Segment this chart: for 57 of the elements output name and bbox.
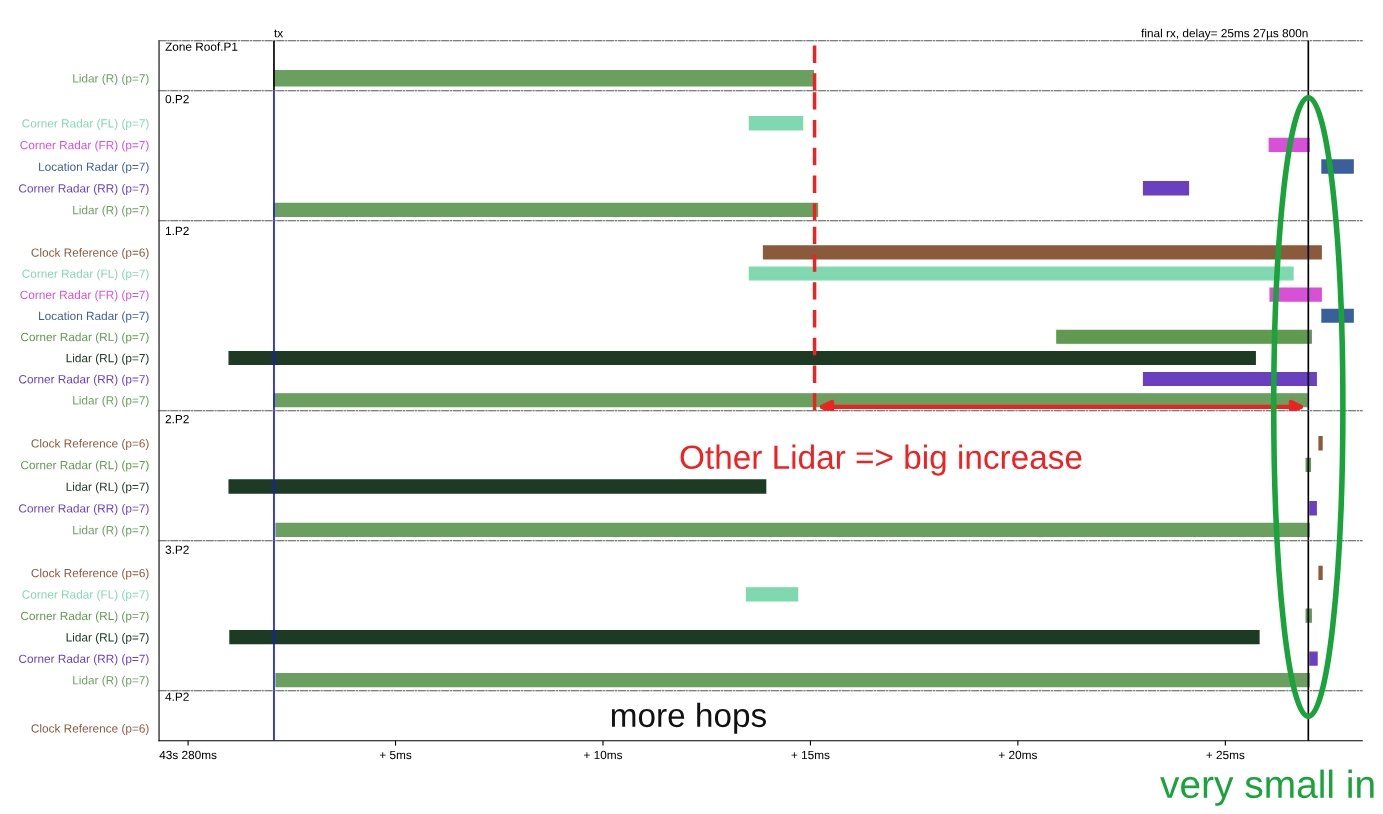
- y-tick-label: Lidar (R) (p=7): [73, 205, 149, 217]
- x-tick-label: + 20ms: [998, 750, 1037, 760]
- annotation: Other Lidar => big increase: [680, 444, 1082, 476]
- y-tick-label: Corner Radar (FR) (p=7): [20, 290, 149, 302]
- x-tick-label: + 25ms: [1206, 750, 1245, 760]
- y-tick-label: Lidar (RL) (p=7): [66, 353, 149, 365]
- y-tick-label: Location Radar (p=7): [39, 311, 149, 323]
- y-tick-label: Corner Radar (RL) (p=7): [21, 611, 149, 623]
- bar: [762, 245, 1322, 260]
- bar: [1318, 436, 1323, 451]
- bar: [748, 266, 1294, 281]
- bar: [1318, 565, 1323, 580]
- bar: [1142, 372, 1317, 387]
- bar: [1142, 181, 1190, 196]
- y-tick-label: Corner Radar (RR) (p=7): [19, 654, 149, 666]
- x-tick-label: + 10ms: [584, 750, 623, 760]
- bar: [745, 587, 799, 602]
- y-tick-label: Clock Reference (p=6): [31, 438, 149, 450]
- bar: [1309, 501, 1317, 516]
- ref-line-label: final rx, delay= 25ms 27µs 800n: [1141, 28, 1308, 40]
- chart-title: 4.P2: [165, 692, 189, 701]
- y-tick-label: Lidar (RL) (p=7): [66, 482, 149, 494]
- y-tick-label: Corner Radar (RR) (p=7): [19, 374, 149, 386]
- y-tick-label: Lidar (RL) (p=7): [66, 632, 149, 644]
- y-tick-label: Clock Reference (p=6): [31, 723, 149, 735]
- annotation: more hops: [611, 702, 766, 734]
- bar: [229, 630, 1260, 645]
- y-tick-label: Corner Radar (RR) (p=7): [19, 503, 149, 515]
- y-tick-label: Corner Radar (FR) (p=7): [20, 140, 149, 152]
- chart-title: 2.P2: [165, 414, 189, 424]
- y-tick-label: Lidar (R) (p=7): [73, 395, 149, 407]
- y-tick-label: Clock Reference (p=6): [31, 568, 149, 580]
- bar: [1056, 329, 1312, 344]
- x-tick-label: + 5ms: [379, 750, 412, 760]
- y-tick-label: Lidar (R) (p=7): [73, 525, 149, 537]
- y-tick-label: Clock Reference (p=6): [31, 248, 149, 260]
- bar: [748, 116, 804, 131]
- y-tick-label: Corner Radar (FL) (p=7): [22, 269, 149, 281]
- bar: [1309, 651, 1318, 666]
- y-tick-label: Corner Radar (FL) (p=7): [22, 118, 149, 130]
- y-tick-label: Corner Radar (RR) (p=7): [19, 183, 149, 195]
- x-tick-label: + 15ms: [791, 750, 830, 760]
- bar: [228, 479, 767, 494]
- chart-title: Zone Roof.P1: [165, 42, 238, 51]
- bar: [228, 350, 1256, 365]
- y-tick-label: Lidar (R) (p=7): [73, 73, 149, 85]
- chart-title: 1.P2: [165, 226, 189, 235]
- ref-line-label: tx: [274, 29, 284, 38]
- y-tick-label: Corner Radar (FL) (p=7): [22, 590, 149, 602]
- y-tick-label: Location Radar (p=7): [39, 162, 149, 174]
- chart-title: 3.P2: [165, 545, 189, 554]
- chart-title: 0.P2: [165, 94, 189, 104]
- y-tick-label: Corner Radar (RL) (p=7): [21, 460, 149, 472]
- x-tick-label: 43s 280ms: [159, 750, 217, 760]
- y-tick-label: Lidar (R) (p=7): [73, 675, 149, 687]
- text: very small in: [1160, 769, 1374, 806]
- y-tick-label: Corner Radar (RL) (p=7): [21, 332, 149, 344]
